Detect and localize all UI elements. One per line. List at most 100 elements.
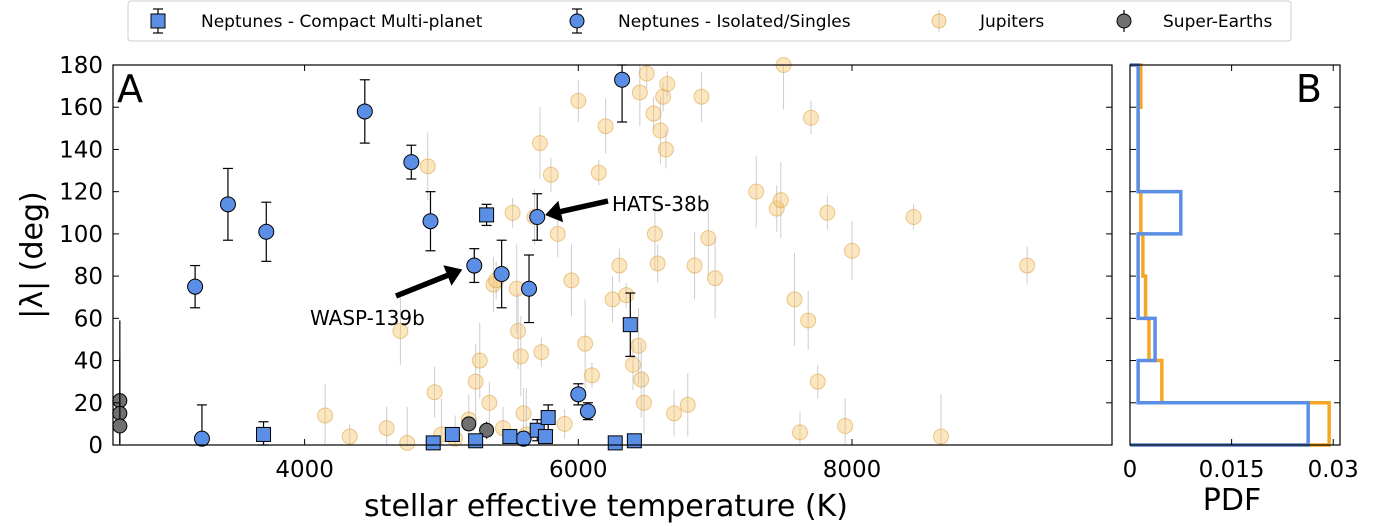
super-earth-point [112,418,128,434]
jupiter-point [510,323,527,339]
neptune-isolated-point [515,430,532,447]
jupiter-point [556,415,573,432]
x-tick-label: 6000 [549,457,608,483]
arrow-hats-38b [545,198,609,223]
neptune-isolated-point [258,223,275,240]
neptune-isolated-point [219,196,236,213]
jupiter-point [659,76,676,92]
jupiter-point [1019,257,1036,274]
neptune-isolated-point [356,103,373,120]
legend-entry-jupiters: Jupiters [931,10,1044,32]
annotation-hats-38b: HATS-38b [612,192,709,216]
jupiter-point [809,373,826,390]
jupiter-point [512,348,529,365]
neptune-isolated-point [570,386,587,403]
jupiter-point [549,225,566,242]
annotation-wasp-139b: WASP-139b [310,306,425,330]
neptune-isolated-point [614,71,631,88]
legend: Neptunes - Compact Multi-planet Neptunes… [127,0,1292,42]
jupiter-point [631,84,648,101]
legend-entry-isolated: Neptunes - Isolated/Singles [569,8,851,34]
jupiter-point [748,183,765,200]
jupiter-point [533,344,550,361]
jupiter-point [645,105,662,122]
neptune-compact-point [502,429,518,445]
neptune-compact-point [468,433,484,449]
jupiter-point [618,287,635,304]
legend-frame [127,0,1292,42]
jupiter-point [419,158,436,175]
y-tick-label: 60 [74,306,103,332]
x-axis-title: stellar effective temperature (K) [364,489,848,524]
circle-marker-icon [569,13,585,29]
jupiter-point [341,428,358,445]
jupiter-point [635,394,652,411]
jupiter-point [700,230,717,247]
arrow-wasp-139b [394,265,463,299]
jupiter-point [485,276,502,293]
y-tick-label: 40 [74,349,103,375]
legend-label-super-earths: Super-Earths [1163,12,1272,32]
pdf-tick-label: 0.015 [1199,457,1265,483]
y-tick-label: 20 [74,391,103,417]
jupiter-point [611,257,628,274]
neptune-isolated-point [187,278,204,295]
pdf-tick-label: 0 [1123,457,1138,483]
jupiter-point [905,209,922,225]
y-tick-label: 0 [88,433,103,459]
pdf-tick-label: 0.03 [1308,457,1359,483]
jupiter-point [625,356,642,373]
panel-a: WASP-139b HATS-38b 4000 6000 8000 0 20 40 60 80… [15,53,1113,524]
panel-b-axes: 0 0.015 0.03 [1123,64,1359,483]
neptune-isolated-point [403,154,420,171]
neptune-compact-point [537,429,553,445]
jupiter-point [577,335,594,352]
y-tick-label: 160 [59,95,103,121]
jupiter-point [317,407,334,424]
jupiter-point [666,405,683,422]
jupiter-point [467,373,484,390]
jupiter-point [583,367,600,384]
legend-entry-super-earths: Super-Earths [1116,10,1272,32]
panel-b: 0 0.015 0.03 B PDF [1123,63,1359,518]
legend-entry-compact: Neptunes - Compact Multi-planet [150,8,483,34]
jupiter-point [819,204,836,221]
x-tick-label: 8000 [823,457,882,483]
jupiter-point [649,255,666,272]
panel-a-frame [112,64,1113,446]
neptune-isolated-point [493,266,510,282]
panel-b-letter: B [1296,67,1322,111]
histogram-jupiters [1130,63,1331,447]
jupiter-point [707,270,724,287]
jupiter-point [791,424,808,441]
neptune-compact-point [540,410,556,426]
jupiter-point [638,65,655,82]
jupiter-point [630,337,647,354]
neptune-compact-point [479,207,495,223]
neptune-isolated-point [579,403,596,420]
super-earth-point [461,416,477,432]
neptune-compact-point [622,317,638,333]
jupiter-point [646,225,663,242]
jupiter-point [633,371,650,388]
jupiter-point [515,405,532,422]
jupiter-point [563,272,580,289]
pdf-axis-title: PDF [1203,483,1261,518]
jupiter-point [800,312,817,329]
neptune-isolated-point [529,209,546,225]
neptune-compact-point [444,426,460,442]
jupiter-point [481,394,498,411]
jupiter-point [802,109,819,126]
panel-a-letter: A [117,67,143,111]
legend-label-jupiters: Jupiters [979,12,1044,32]
jupiter-point [837,418,854,434]
jupiter-point [392,323,409,339]
legend-label-isolated: Neptunes - Isolated/Singles [618,12,851,32]
neptune-isolated-point [193,430,210,447]
jupiter-point [843,242,860,259]
jupiter-point [590,164,607,181]
neptune-compact-point [626,433,642,449]
panel-b-frame [1129,64,1341,446]
histogram-neptunes [1130,63,1310,447]
